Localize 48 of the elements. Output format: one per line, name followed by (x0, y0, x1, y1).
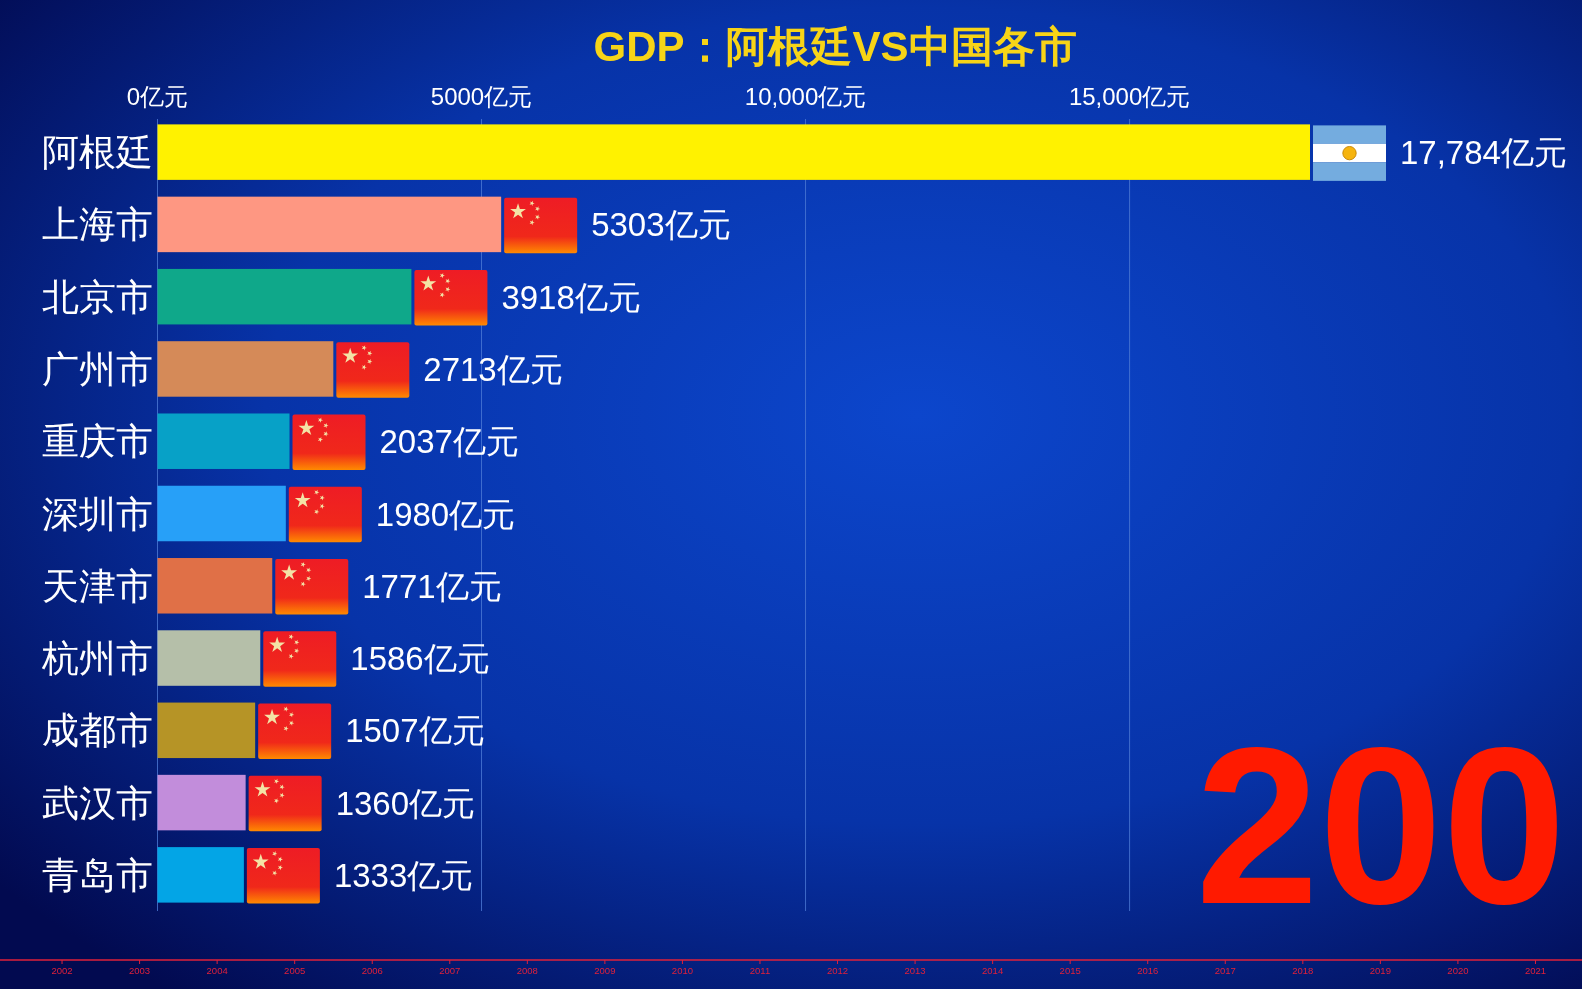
y-tick-label: 阿根廷 (42, 132, 153, 174)
y-tick-label: 青岛市 (42, 854, 153, 896)
x2-tick-label: 2009 (594, 965, 616, 976)
x2-tick-label: 2015 (1059, 965, 1081, 976)
x2-tick-label: 2003 (129, 965, 151, 976)
x2-tick-label: 2004 (206, 965, 228, 976)
chart-title: GDP：阿根廷VS中国各市 (593, 23, 1077, 70)
data-label: 1771亿元 (362, 567, 502, 605)
y-tick-label: 天津市 (42, 565, 153, 607)
data-label: 17,784亿元 (1400, 134, 1567, 172)
x2-tick-label: 2016 (1137, 965, 1159, 976)
y-tick-label: 武汉市 (42, 782, 153, 824)
data-label: 5303亿元 (591, 206, 731, 244)
data-label: 1360亿元 (335, 784, 476, 822)
x2-tick-label: 2019 (1369, 965, 1391, 976)
y-tick-label: 深圳市 (42, 493, 153, 535)
x2-tick-label: 2002 (51, 965, 73, 976)
data-label: 1333亿元 (333, 856, 474, 894)
y-tick-label: 北京市 (42, 276, 153, 318)
data-label: 1980亿元 (375, 495, 516, 533)
annotation: 200 (1195, 702, 1566, 950)
x2-tick-label: 2008 (516, 965, 538, 976)
x2-tick-label: 2005 (284, 965, 306, 976)
x-tick-label: 0亿元 (126, 83, 189, 110)
x2-tick-label: 2020 (1447, 965, 1469, 976)
x2-tick-label: 2007 (439, 965, 461, 976)
y-tick-label: 广州市 (42, 348, 153, 390)
x-tick-label: 10,000亿元 (744, 83, 867, 110)
y-tick-label: 重庆市 (42, 421, 153, 463)
x2-tick-label: 2014 (982, 965, 1004, 976)
data-label: 3918亿元 (501, 278, 641, 316)
x2-tick-label: 2010 (671, 965, 693, 976)
data-label: 2713亿元 (423, 350, 563, 388)
y-tick-label: 成都市 (42, 710, 153, 752)
x2-tick-label: 2017 (1214, 965, 1236, 976)
x2-tick-label: 2012 (826, 965, 849, 976)
x2-tick-label: 2018 (1292, 965, 1314, 976)
x2-tick-label: 2021 (1524, 965, 1547, 976)
data-label: 1586亿元 (350, 640, 490, 678)
x2-tick-label: 2006 (361, 965, 383, 976)
x2-tick-label: 2011 (749, 965, 771, 976)
y-tick-label: 上海市 (42, 204, 153, 246)
x2-tick-label: 2013 (904, 965, 926, 976)
x-tick-label: 5000亿元 (430, 83, 533, 110)
data-label: 1507亿元 (345, 712, 485, 750)
x-tick-label: 15,000亿元 (1068, 83, 1191, 110)
data-label: 2037亿元 (379, 423, 519, 461)
y-tick-label: 杭州市 (41, 638, 153, 680)
